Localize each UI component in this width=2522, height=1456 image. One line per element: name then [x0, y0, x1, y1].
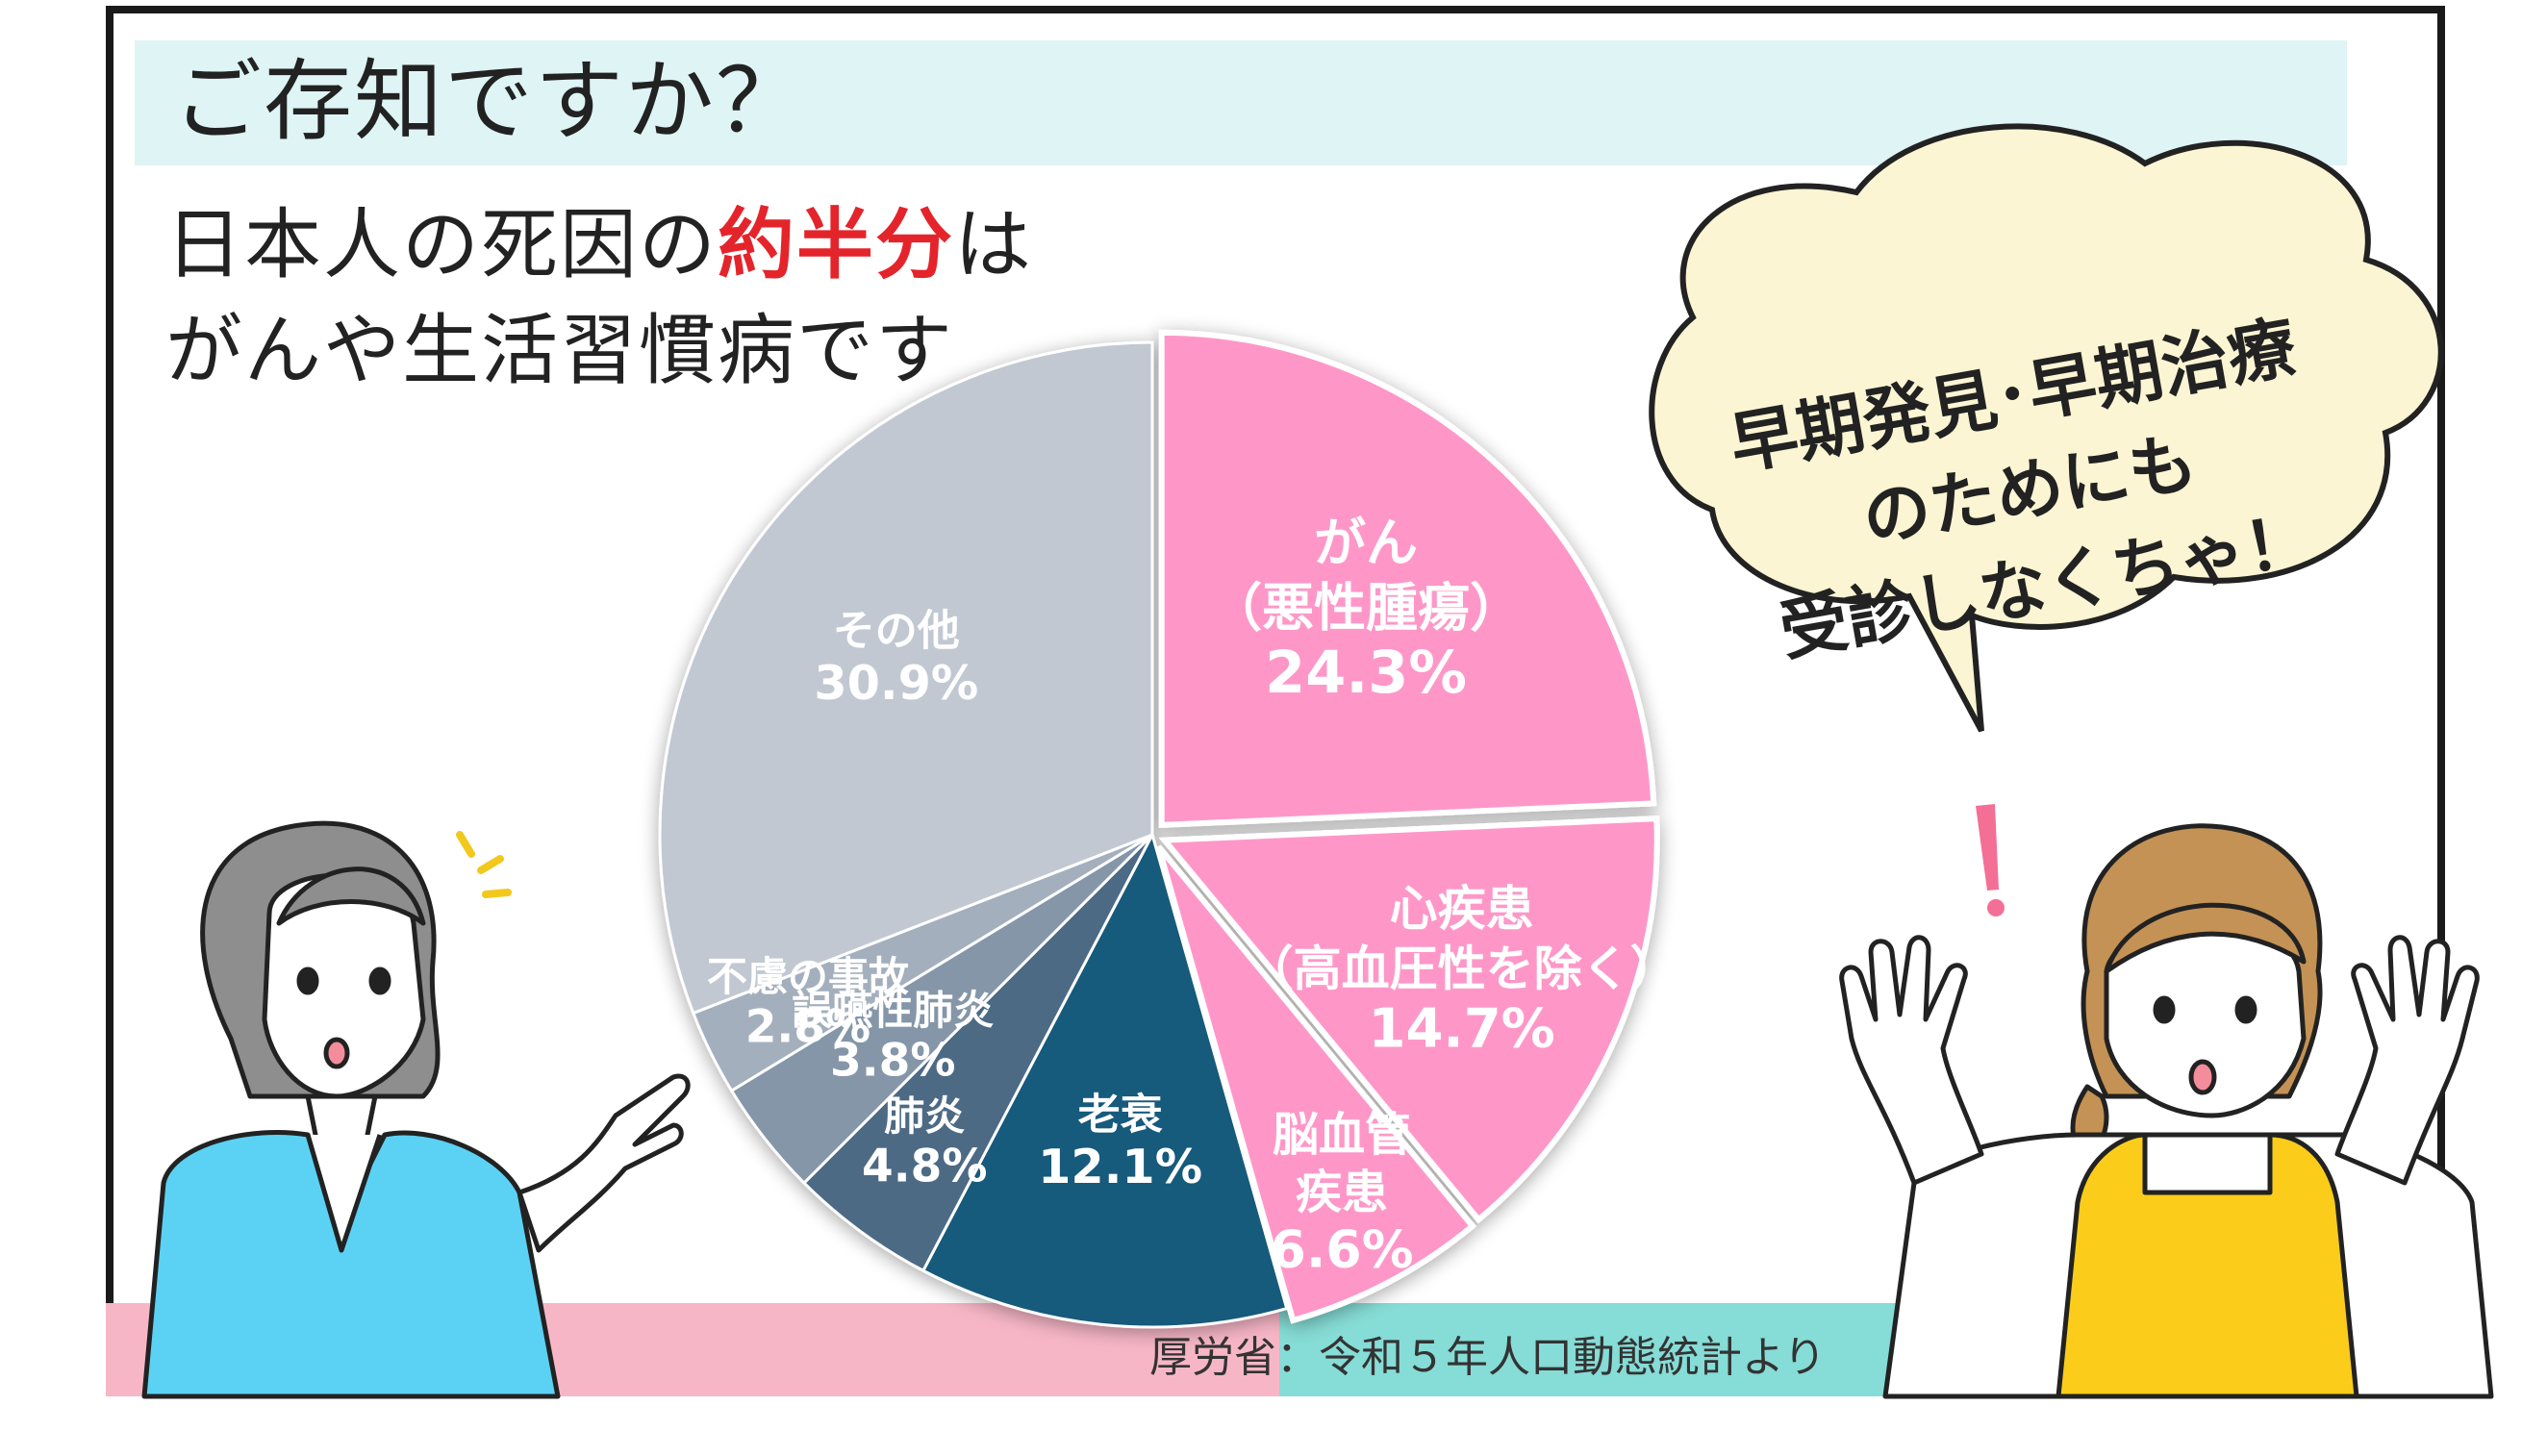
headline: 日本人の死因の約半分は がんや生活習慣病です	[165, 192, 1033, 404]
slice-value-1: 14.7%	[1369, 997, 1555, 1060]
slice-label-7-0: その他	[833, 606, 960, 655]
slice-label-2-0: 脳血管	[1273, 1108, 1411, 1162]
slice-label-4-0: 肺炎	[884, 1092, 965, 1140]
pie-slice-3	[921, 830, 1289, 1329]
pie-slice-2	[1155, 844, 1477, 1324]
headline-line1-post: は	[954, 200, 1033, 289]
slice-label-0-1: （悪性腫瘍）	[1210, 578, 1522, 639]
headline-line2: がんや生活習慣病です	[165, 306, 954, 395]
slice-value-0: 24.3%	[1265, 640, 1467, 707]
pie-slice-4	[801, 833, 1154, 1273]
headline-line1-pre: 日本人の死因の	[165, 200, 718, 289]
slice-label-1-1: （高血圧性を除く）	[1246, 941, 1678, 996]
pie-slice-1	[1158, 816, 1660, 1224]
slice-label-6-0: 不慮の事故	[707, 953, 909, 1000]
slice-label-0-0: がん	[1314, 513, 1418, 573]
headline-line1: 日本人の死因の約半分は	[165, 192, 1033, 298]
slice-label-1-0: 心疾患	[1390, 881, 1534, 937]
woman-in-apron-illustration	[1839, 823, 2494, 1399]
source-note: 厚労省：令和５年人口動態統計より	[1149, 1333, 1827, 1382]
surprise-lines-icon	[456, 831, 512, 898]
speech-bubble	[1649, 123, 2444, 733]
slice-value-6: 2.8%	[745, 1001, 870, 1054]
exclamation-icon	[1976, 804, 2005, 916]
slice-label-3-0: 老衰	[1078, 1090, 1163, 1139]
headline-highlight: 約半分	[718, 200, 954, 289]
woman-in-suit-illustration	[141, 820, 691, 1399]
slice-value-3: 12.1%	[1038, 1139, 1202, 1194]
slice-value-4: 4.8%	[862, 1140, 987, 1192]
slice-label-2-1: 疾患	[1296, 1166, 1388, 1219]
slice-value-5: 3.8%	[830, 1035, 955, 1088]
slice-label-5-0: 誤嚥性肺炎	[792, 987, 994, 1034]
pie-slice-0	[1158, 329, 1657, 829]
slice-value-2: 6.6%	[1270, 1219, 1413, 1280]
slice-value-7: 30.9%	[814, 655, 978, 711]
pie-slice-7	[658, 340, 1154, 1016]
banner-title: ご存知ですか？	[173, 50, 807, 153]
